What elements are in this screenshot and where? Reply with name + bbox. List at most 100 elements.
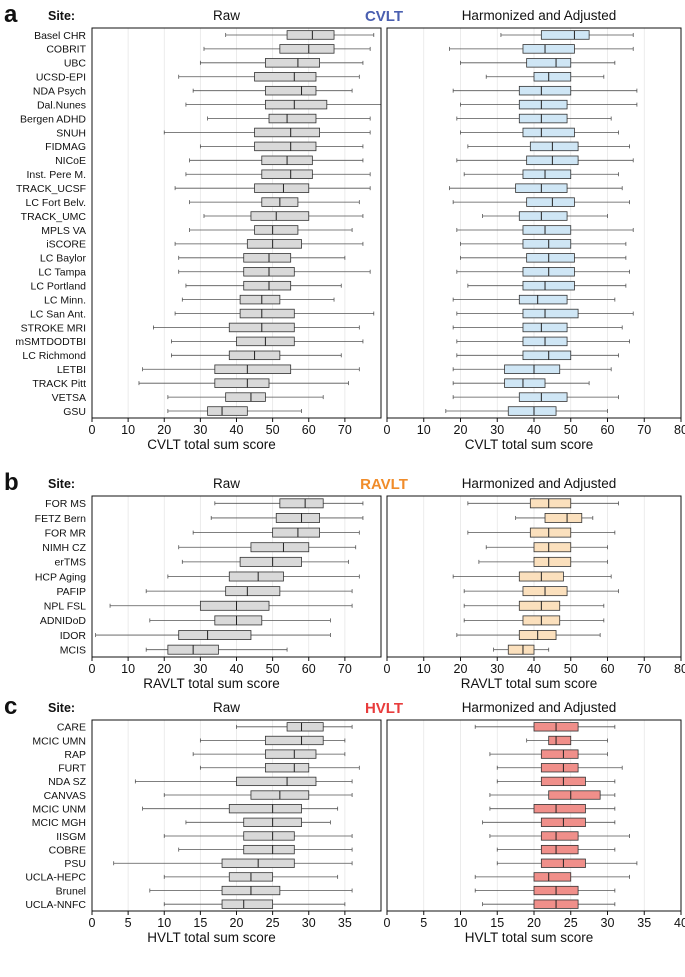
site-label: UBC (64, 58, 87, 70)
raw-x-axis-label: RAVLT total sum score (143, 676, 280, 691)
adjusted-box-6 (489, 790, 616, 800)
adjusted-x-axis-label: CVLT total sum score (465, 437, 594, 452)
raw-box-12 (174, 183, 371, 193)
x-tick-label: 20 (454, 423, 468, 437)
x-tick-label: 15 (490, 916, 504, 930)
raw-box-12 (163, 872, 339, 882)
box (239, 556, 302, 567)
adjusted-box-10 (496, 844, 616, 855)
box (540, 831, 579, 841)
raw-box-7 (145, 586, 353, 597)
raw-box-3 (192, 749, 346, 759)
box (214, 364, 292, 374)
box (221, 899, 274, 909)
x-tick-label: 20 (454, 662, 468, 676)
box (228, 804, 302, 814)
box (533, 542, 572, 553)
raw-box-23 (171, 336, 364, 347)
raw-box-25 (142, 364, 360, 374)
raw-box-5 (192, 85, 353, 96)
x-tick-label: 0 (89, 916, 96, 930)
adjusted-box-8 (463, 600, 605, 611)
adjusted-box-14 (482, 899, 616, 909)
box (275, 513, 320, 523)
raw-box-16 (174, 239, 364, 249)
x-tick-label: 15 (193, 916, 207, 930)
panel-b: b Site: Raw Harmonized and Adjusted RAVLT 0 10… (4, 469, 685, 691)
x-tick-label: 30 (601, 916, 615, 930)
raw-box-4 (178, 72, 360, 82)
box (239, 308, 295, 319)
x-tick-label: 40 (674, 916, 685, 930)
raw-plot: 0 5 10 15 20 25 30 35 HVLT total sum score (89, 719, 382, 945)
raw-box-5 (181, 556, 349, 567)
raw-box-6 (167, 571, 360, 582)
box (243, 831, 295, 841)
adjusted-box-19 (467, 280, 627, 291)
adjusted-box-12 (449, 183, 623, 193)
box (225, 392, 266, 402)
x-tick-label: 10 (417, 662, 431, 676)
raw-box-8 (109, 600, 353, 611)
box (507, 406, 557, 416)
raw-x-axis-label: HVLT total sum score (147, 930, 276, 945)
box (504, 378, 546, 388)
adjusted-box-24 (456, 350, 619, 361)
adjusted-title: Harmonized and Adjusted (462, 8, 617, 23)
site-header: Site: (48, 701, 75, 715)
box (526, 58, 572, 68)
x-tick-label: 10 (157, 916, 171, 930)
adjusted-box-27 (452, 392, 619, 402)
raw-box-14 (203, 211, 364, 221)
x-tick-label: 10 (121, 662, 135, 676)
site-label: iSCORE (46, 239, 86, 251)
x-tick-label: 40 (527, 662, 541, 676)
box (178, 630, 252, 640)
box (286, 30, 335, 40)
adjusted-box-18 (456, 267, 630, 277)
adjusted-box-9 (463, 615, 605, 626)
box (522, 169, 572, 179)
site-header: Site: (48, 9, 75, 23)
adjusted-box-4 (496, 763, 623, 773)
raw-box-7 (142, 804, 339, 814)
raw-box-11 (113, 858, 353, 868)
box (522, 44, 575, 54)
adjusted-box-17 (460, 253, 627, 263)
x-tick-label: 70 (637, 423, 651, 437)
site-label: FETZ Bern (35, 513, 87, 525)
box (522, 280, 575, 291)
adjusted-box-15 (456, 225, 634, 235)
box (522, 350, 572, 361)
raw-box-8 (163, 127, 371, 138)
box (533, 72, 572, 82)
x-tick-label: 35 (338, 916, 352, 930)
box (279, 498, 324, 509)
raw-box-21 (174, 308, 375, 319)
adjusted-box-5 (496, 776, 616, 787)
box (286, 722, 324, 732)
adjusted-box-11 (493, 644, 550, 655)
adjusted-box-25 (452, 364, 612, 374)
box (540, 30, 590, 40)
x-tick-label: 20 (527, 916, 541, 930)
site-label: Basel CHR (34, 30, 86, 42)
adjusted-box-7 (463, 586, 619, 597)
box (518, 113, 568, 124)
raw-x-axis-label: CVLT total sum score (147, 437, 276, 452)
adjusted-box-13 (452, 197, 630, 207)
x-tick-label: 40 (527, 423, 541, 437)
box (522, 322, 568, 333)
box (254, 225, 299, 235)
box (250, 542, 310, 553)
raw-box-24 (171, 350, 342, 361)
site-label: LC Minn. (44, 294, 86, 306)
box (533, 556, 572, 567)
raw-title: Raw (213, 8, 240, 23)
site-label: mSMTDODTBI (15, 336, 86, 348)
box (225, 586, 281, 597)
x-tick-label: 60 (302, 662, 316, 676)
adjusted-box-5 (478, 556, 608, 567)
x-tick-label: 70 (637, 662, 651, 676)
site-label: LC Tampa (38, 267, 86, 279)
